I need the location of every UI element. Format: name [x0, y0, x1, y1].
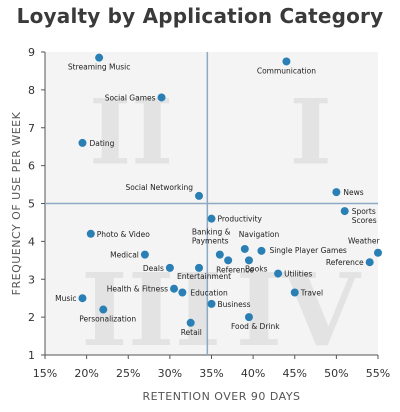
x-tick-label: 15% [33, 367, 57, 380]
data-point-label: Travel [300, 289, 323, 298]
y-tick-label: 5 [28, 198, 35, 211]
data-point [178, 288, 187, 297]
data-point [140, 250, 149, 259]
y-tick-label: 9 [28, 46, 35, 59]
x-tick-label: 50% [324, 367, 348, 380]
data-point-label: Weather [348, 237, 380, 246]
data-point [290, 288, 299, 297]
data-point [224, 256, 233, 265]
y-tick-label: 1 [28, 349, 35, 362]
data-point [157, 93, 166, 102]
quadrant-label-iv: IV [235, 251, 361, 369]
chart-title: Loyalty by Application Category [16, 4, 384, 28]
data-point-label: Communication [257, 66, 316, 75]
data-point-label: Scores [352, 216, 377, 225]
data-point [186, 318, 195, 327]
data-point-label: Photo & Video [97, 230, 150, 239]
data-point-label: Navigation [239, 230, 280, 239]
data-point-label: Medical [110, 251, 139, 260]
data-point-label: Entertainment [177, 272, 231, 281]
y-tick-label: 2 [28, 311, 35, 324]
data-point-label: Food & Drink [231, 322, 280, 331]
x-tick-label: 30% [158, 367, 182, 380]
x-tick-label: 55% [366, 367, 390, 380]
data-point [195, 263, 204, 272]
data-point [257, 246, 266, 255]
data-point-label: Reference [216, 265, 254, 274]
data-point [282, 57, 291, 66]
y-axis-title: FREQUENCY OF USE PER WEEK [10, 111, 23, 295]
data-point [86, 229, 95, 238]
data-point-label: Productivity [218, 215, 263, 224]
data-point [99, 305, 108, 314]
y-tick-label: 7 [28, 122, 35, 135]
x-tick-label: 45% [283, 367, 307, 380]
data-point [195, 191, 204, 200]
data-point-label: Books [245, 264, 268, 273]
data-point-label: Utilities [284, 270, 312, 279]
data-point-label: Sports [352, 207, 376, 216]
data-point [374, 248, 382, 257]
data-point [240, 244, 249, 253]
data-point-label: Deals [143, 264, 164, 273]
data-point-label: Streaming Music [68, 63, 130, 72]
data-point [244, 313, 253, 322]
data-point [274, 269, 283, 278]
x-tick-label: 25% [116, 367, 140, 380]
data-point-label: Banking & [192, 228, 231, 237]
quadrant-label-i: I [290, 80, 332, 186]
data-point-label: Health & Fitness [107, 285, 168, 294]
data-point-label: Education [190, 289, 228, 298]
x-tick-label: 35% [199, 367, 223, 380]
data-point [78, 294, 87, 303]
y-tick-label: 3 [28, 273, 35, 286]
data-point [165, 263, 174, 272]
data-point-label: Social Games [105, 93, 156, 102]
data-point-label: Business [218, 300, 251, 309]
data-point [244, 256, 253, 265]
y-tick-label: 8 [28, 84, 35, 97]
data-point [365, 258, 374, 267]
data-point-label: Social Networking [125, 183, 193, 192]
x-tick-label: 40% [241, 367, 265, 380]
data-point-label: Single Player Games [269, 246, 346, 255]
data-point [207, 299, 216, 308]
y-tick-label: 4 [28, 235, 35, 248]
data-point-label: Music [55, 294, 76, 303]
data-point-label: Reference [326, 258, 364, 267]
x-tick-label: 20% [74, 367, 98, 380]
data-point [207, 214, 216, 223]
data-point [340, 207, 349, 216]
data-point-label: Payments [192, 237, 229, 246]
data-point [78, 138, 87, 147]
data-point [170, 284, 179, 293]
data-point [215, 250, 224, 259]
data-point [95, 53, 104, 62]
data-point-label: Personalization [79, 315, 136, 324]
x-axis-title: RETENTION OVER 90 DAYS [142, 390, 300, 403]
y-tick-label: 6 [28, 160, 35, 173]
data-point-label: Retail [181, 328, 202, 337]
data-point [332, 188, 341, 197]
data-point-label: Dating [89, 139, 114, 148]
data-point-label: News [343, 188, 363, 197]
